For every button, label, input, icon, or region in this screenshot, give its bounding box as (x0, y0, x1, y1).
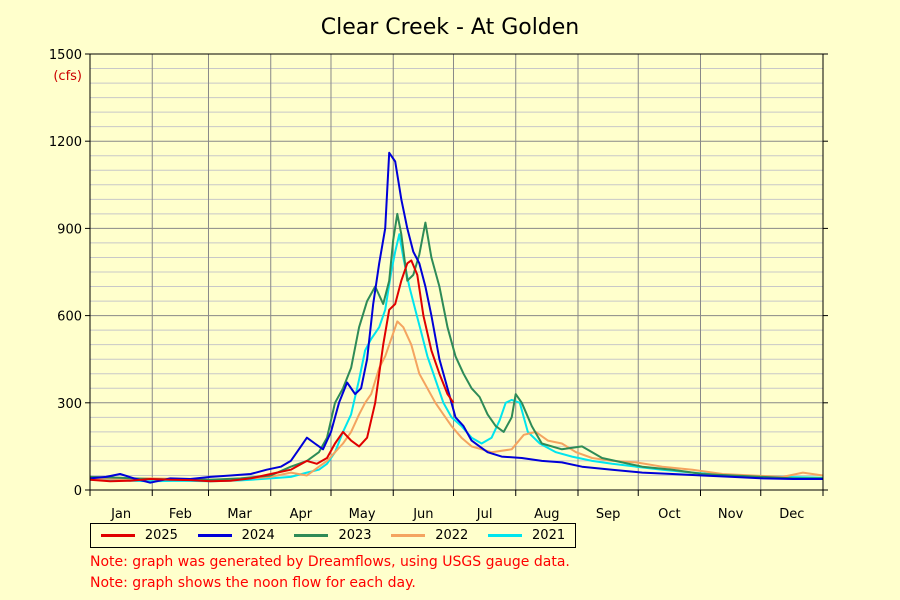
y-unit-label: (cfs) (53, 69, 82, 84)
x-tick-label: Jan (110, 507, 131, 522)
series-line-2025 (89, 259, 455, 483)
series-line-2023 (89, 212, 823, 481)
legend-item-2021: 2021 (488, 528, 565, 543)
legend-swatch (294, 534, 329, 537)
legend-swatch (197, 534, 232, 537)
x-tick-label: Aug (534, 507, 559, 522)
note-noon-flow: Note: graph shows the noon flow for each… (90, 575, 416, 591)
legend-swatch (100, 534, 135, 537)
x-tick-label: Apr (290, 507, 313, 522)
x-tick-label: Jul (476, 507, 493, 522)
x-tick-label: Jun (412, 507, 433, 522)
x-tick-label: Feb (169, 507, 192, 522)
legend-label: 2023 (338, 528, 372, 543)
x-tick-label: Nov (718, 507, 744, 522)
y-tick-label: 300 (57, 397, 82, 412)
y-tick-label: 0 (74, 484, 82, 499)
series-line-2024 (89, 151, 823, 484)
legend-item-2023: 2023 (294, 528, 372, 543)
legend-label: 2024 (241, 528, 275, 543)
x-tick-label: May (349, 507, 376, 522)
x-tick-label: Mar (227, 507, 252, 522)
legend-item-2025: 2025 (100, 528, 178, 543)
note-source: Note: graph was generated by Dreamflows,… (90, 554, 570, 570)
legend: 2025 2024 2023 2022 2021 (90, 523, 576, 548)
legend-swatch (391, 534, 426, 537)
y-tick-label: 1200 (49, 135, 82, 150)
plot-frame (89, 53, 824, 491)
y-tick-label: 600 (57, 310, 82, 325)
x-tick-label: Oct (658, 507, 680, 522)
legend-item-2024: 2024 (197, 528, 275, 543)
y-tick-label: 900 (57, 222, 82, 237)
chart-title: Clear Creek - At Golden (321, 15, 580, 40)
x-tick-label: Dec (779, 507, 804, 522)
x-tick-label: Sep (596, 507, 621, 522)
y-tick-label: 1500 (49, 48, 82, 63)
legend-item-2022: 2022 (391, 528, 468, 543)
legend-swatch (488, 534, 523, 537)
legend-label: 2021 (532, 528, 566, 543)
legend-label: 2022 (435, 528, 469, 543)
legend-label: 2025 (144, 528, 178, 543)
